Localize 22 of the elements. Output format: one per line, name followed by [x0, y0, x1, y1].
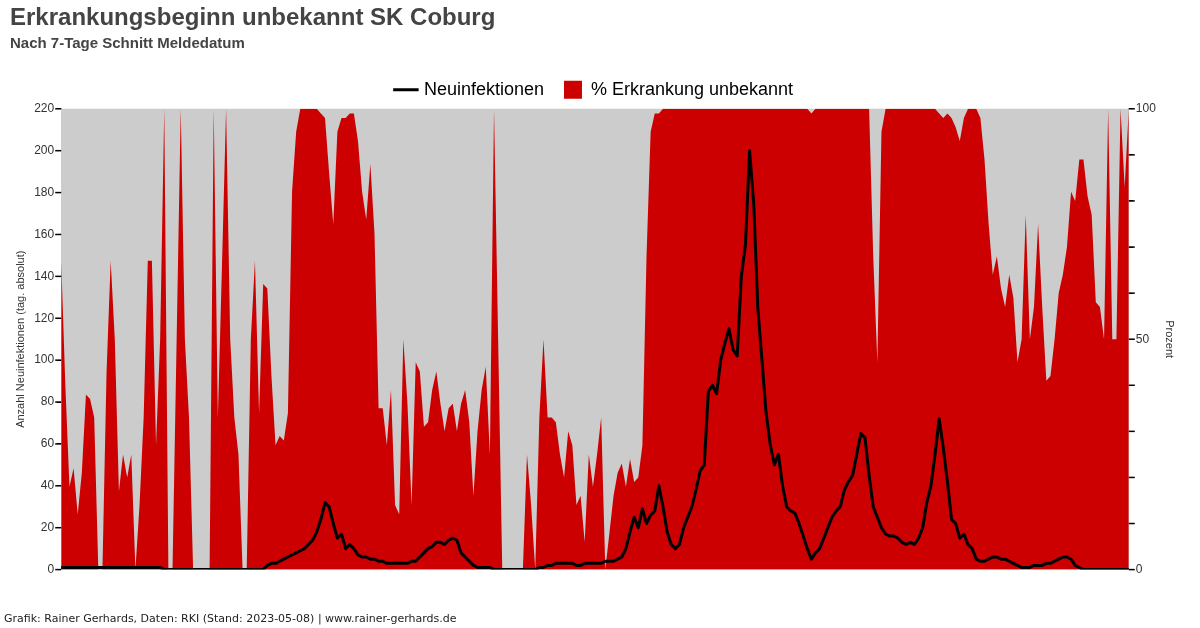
y-tick-label: 180: [34, 184, 55, 199]
y-tick-label: 140: [34, 268, 55, 283]
y-tick-label: 100: [34, 352, 55, 367]
y-tick-label: 160: [34, 226, 55, 241]
y-tick-label: 40: [40, 478, 55, 493]
y2-tick-label: 50: [1135, 331, 1150, 346]
y-tick-label: 60: [40, 436, 55, 451]
y-tick-label: 20: [40, 520, 55, 535]
y-tick-label: 220: [34, 101, 55, 116]
y-axis-title: Anzahl Neuinfektionen (tag. absolut): [13, 250, 26, 428]
y-tick-label: 80: [40, 394, 55, 409]
text: Grafik: Rainer Gerhards, Daten: RKI (Stand: 2023-05-08) | www.rainer-gerhards.de: [4, 612, 457, 625]
legend-label: Neuinfektionen: [423, 78, 544, 99]
y2-axis-title: Prozent: [1164, 320, 1177, 359]
legend-label: % Erkrankung unbekannt: [590, 78, 794, 99]
y-tick-label: 120: [34, 310, 55, 325]
y-tick-label: 200: [34, 143, 55, 157]
y-tick-label: 0: [47, 561, 55, 576]
chart-subtitle: Nach 7-Tage Schnitt Meldedatum: [10, 33, 245, 51]
y2-tick-label: 100: [1135, 101, 1157, 116]
y2-tick-label: 0: [1135, 561, 1143, 576]
chart-title: Erkrankungsbeginn unbekannt SK Coburg: [10, 3, 496, 31]
